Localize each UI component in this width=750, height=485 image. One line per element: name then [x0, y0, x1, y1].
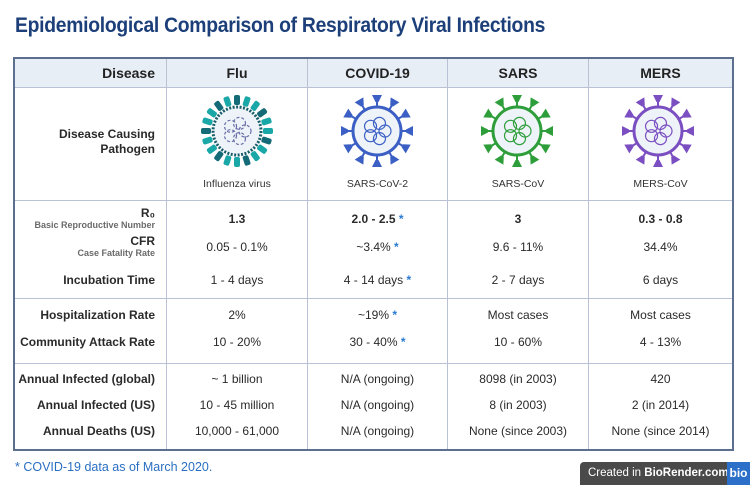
header-flu: Flu [226, 65, 248, 81]
header-covid19: COVID-19 [345, 65, 410, 81]
spike-icon [214, 100, 224, 111]
cell-r0: 0.3 - 0.8 [638, 212, 683, 226]
mers-cov-icon [622, 95, 694, 167]
spike-icon [223, 96, 232, 107]
cell-hospitalization: 2% [228, 308, 246, 322]
biorender-logo-icon: bio [727, 462, 750, 485]
cfr-label-text: CFR [130, 234, 155, 248]
cell-infected-global: N/A (ongoing) [340, 372, 415, 386]
cell-infected-us: N/A (ongoing) [340, 398, 415, 412]
spike-icon [201, 128, 211, 134]
influenza-virus-icon [201, 95, 273, 167]
spike-icon [223, 155, 232, 166]
footnote-star-icon: * [390, 240, 399, 254]
spike-icon [257, 108, 268, 118]
attack-rate-label: Community Attack Rate [20, 335, 155, 349]
header-disease-label: Disease [102, 65, 155, 81]
cell-infected-global: 420 [650, 372, 671, 386]
cell-deaths-us: None (since 2014) [611, 424, 710, 438]
comparison-table: Disease Flu COVID-19 SARS MERS Disease C… [13, 57, 734, 451]
spike-icon [250, 100, 260, 111]
column-divider [447, 59, 448, 449]
spike-icon [206, 108, 217, 118]
footnote-star-icon: * [397, 335, 406, 349]
cfr-label: CFR Case Fatality Rate [15, 234, 155, 258]
cell-cfr: ~3.4% * [356, 240, 399, 254]
hospitalization-label: Hospitalization Rate [40, 308, 155, 322]
cell-deaths-us: None (since 2003) [468, 424, 568, 438]
cell-attack: 4 - 13% [639, 335, 682, 349]
cell-r0: 1.3 [228, 212, 246, 226]
spike-icon [234, 157, 240, 167]
header-sars: SARS [498, 65, 538, 81]
pathogen-name: Influenza virus [203, 178, 271, 190]
spike-icon [202, 117, 213, 126]
badge-text: Created in BioRender.com [588, 467, 729, 479]
column-divider [588, 59, 589, 449]
spike-icon [202, 136, 213, 145]
spike-icon [263, 128, 273, 134]
footnote: * COVID-19 data as of March 2020. [15, 460, 213, 474]
cell-r0: 3 [514, 212, 522, 226]
cell-attack: 10 - 60% [493, 335, 543, 349]
incubation-label: Incubation Time [63, 273, 155, 287]
spike-icon [257, 144, 268, 154]
column-divider [307, 59, 308, 449]
cell-deaths-us: N/A (ongoing) [340, 424, 415, 438]
header-mers: MERS [640, 65, 681, 81]
r0-label: R₀ Basic Reproductive Number [15, 206, 155, 230]
spike-icon [242, 155, 251, 166]
column-divider [166, 59, 167, 449]
sars-cov-icon [481, 95, 553, 167]
cell-infected-us: 2 (in 2014) [631, 398, 690, 412]
cell-hospitalization: ~19% * [357, 308, 398, 322]
cell-incubation: 2 - 7 days [491, 273, 545, 287]
cell-infected-us: 8 (in 2003) [489, 398, 547, 412]
pathogen-label-line1: Disease Causing [58, 127, 155, 141]
table-header [15, 59, 732, 88]
biorender-badge[interactable]: Created in BioRender.com bio [580, 462, 750, 485]
cell-incubation: 4 - 14 days * [343, 273, 412, 287]
cell-attack: 10 - 20% [212, 335, 262, 349]
row-divider [15, 363, 732, 364]
spike-icon [242, 96, 251, 107]
cell-infected-us: 10 - 45 million [199, 398, 275, 412]
cell-incubation: 6 days [642, 273, 679, 287]
cell-incubation: 1 - 4 days [210, 273, 264, 287]
cell-deaths-us: 10,000 - 61,000 [194, 424, 280, 438]
cell-r0: 2.0 - 2.5 * [351, 212, 404, 226]
cell-cfr: 0.05 - 0.1% [206, 240, 268, 254]
spike-icon [250, 151, 260, 162]
spike-icon [234, 95, 240, 105]
r0-label-text: R₀ [140, 206, 155, 220]
footnote-star-icon: * [389, 308, 398, 322]
spike-icon [261, 117, 272, 126]
cell-hospitalization: Most cases [487, 308, 549, 322]
footnote-star-icon: * [403, 273, 412, 287]
infected-global-label: Annual Infected (global) [18, 372, 155, 386]
spike-icon [206, 144, 217, 154]
cell-cfr: 9.6 - 11% [492, 240, 544, 254]
deaths-us-label: Annual Deaths (US) [42, 424, 155, 438]
footnote-star-icon: * [395, 212, 404, 226]
sars-cov-2-icon [341, 95, 413, 167]
spike-icon [214, 151, 224, 162]
cell-infected-global: 8098 (in 2003) [479, 372, 557, 386]
page-title: Epidemiological Comparison of Respirator… [15, 14, 546, 37]
row-divider [15, 200, 732, 201]
cell-hospitalization: Most cases [630, 308, 691, 322]
pathogen-name: SARS-CoV [491, 178, 545, 190]
pathogen-label-line2: Pathogen [100, 142, 155, 156]
pathogen-row-label: Disease Causing Pathogen [15, 127, 155, 157]
cell-attack: 30 - 40% * [349, 335, 406, 349]
r0-sublabel: Basic Reproductive Number [34, 220, 155, 230]
spike-icon [261, 136, 272, 145]
infected-us-label: Annual Infected (US) [36, 398, 155, 412]
cell-cfr: 34.4% [643, 240, 678, 254]
cell-infected-global: ~ 1 billion [211, 372, 263, 386]
pathogen-name: MERS-CoV [633, 178, 688, 190]
pathogen-name: SARS-CoV-2 [346, 178, 409, 190]
row-divider [15, 298, 732, 299]
cfr-sublabel: Case Fatality Rate [77, 248, 155, 258]
